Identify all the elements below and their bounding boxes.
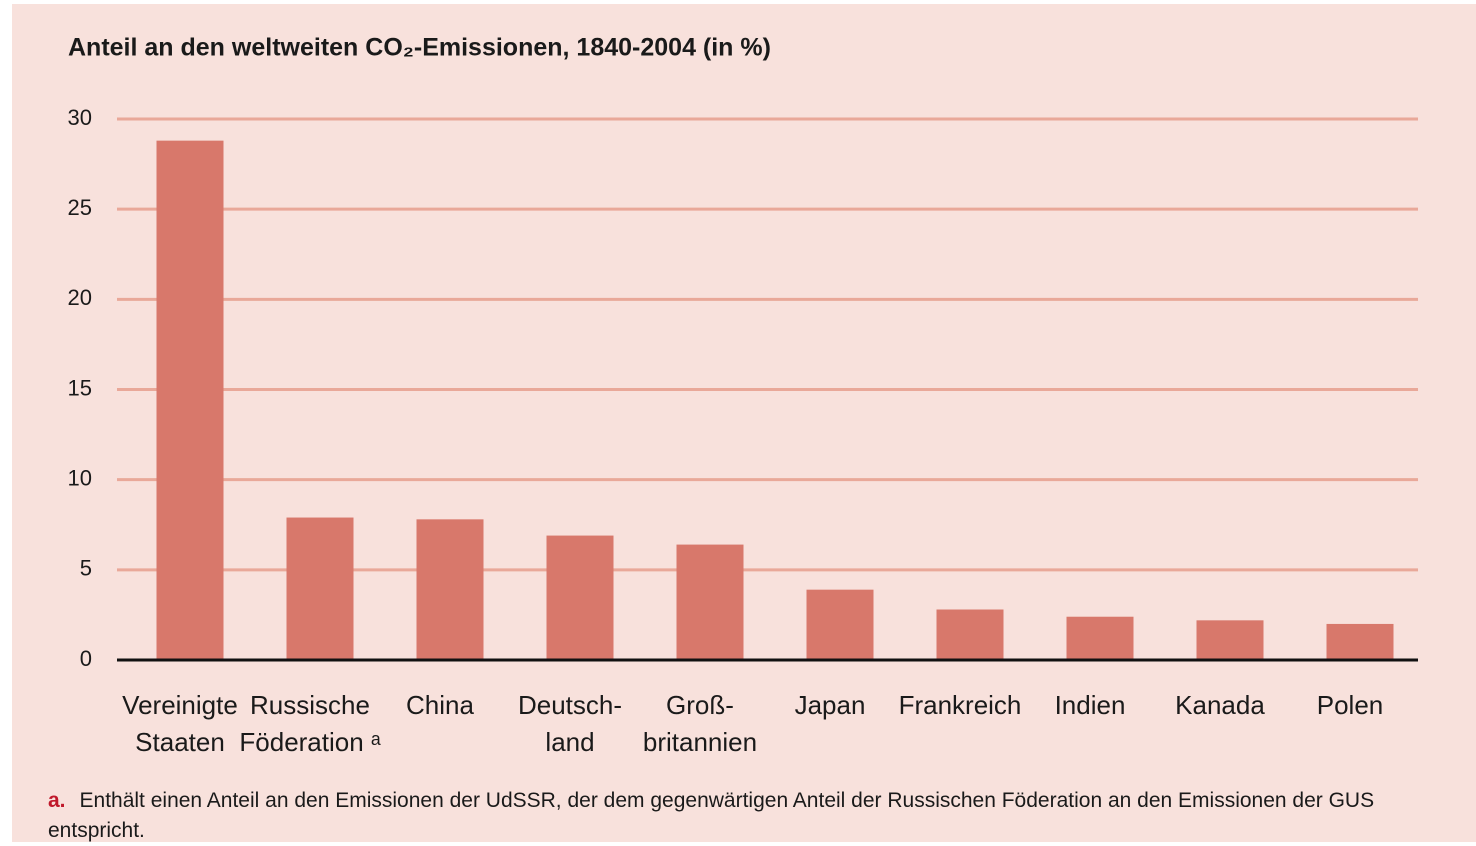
y-tick-label: 0 bbox=[80, 646, 92, 671]
y-tick-label: 20 bbox=[68, 285, 92, 310]
y-tick-label: 30 bbox=[68, 105, 92, 130]
bar bbox=[936, 609, 1004, 660]
panel bbox=[12, 4, 1476, 842]
x-tick-label: Frankreich bbox=[899, 690, 1022, 720]
bar bbox=[1326, 623, 1394, 660]
chart-title: Anteil an den weltweiten CO₂-Emissionen,… bbox=[68, 34, 771, 62]
x-tick-label: Deutsch- bbox=[518, 690, 622, 720]
footnote-text: Enthält einen Anteil an den Emissionen d… bbox=[48, 789, 1375, 842]
x-tick-label: Staaten bbox=[135, 727, 225, 757]
x-tick-label: Föderation ᵃ bbox=[239, 727, 381, 757]
y-tick-label: 10 bbox=[68, 465, 92, 490]
y-tick-label: 25 bbox=[68, 195, 92, 220]
y-tick-label: 15 bbox=[68, 375, 92, 400]
bar bbox=[156, 140, 224, 660]
x-tick-label: Polen bbox=[1317, 690, 1384, 720]
x-tick-label: Japan bbox=[795, 690, 866, 720]
bar bbox=[1196, 620, 1264, 660]
x-tick-label: China bbox=[406, 690, 474, 720]
x-tick-label: land bbox=[545, 727, 594, 757]
bar bbox=[286, 517, 354, 660]
x-tick-label: Indien bbox=[1055, 690, 1126, 720]
y-tick-label: 5 bbox=[80, 556, 92, 581]
bar bbox=[676, 544, 744, 660]
footnote: a. Enthält einen Anteil an den Emissionen… bbox=[48, 786, 1388, 846]
x-tick-label: Russische bbox=[250, 690, 370, 720]
bar bbox=[806, 589, 874, 660]
x-tick-label: Kanada bbox=[1175, 690, 1265, 720]
bar bbox=[546, 535, 614, 660]
bar bbox=[416, 519, 484, 660]
x-tick-label: Groß- bbox=[666, 690, 734, 720]
x-tick-label: britannien bbox=[643, 727, 757, 757]
bar bbox=[1066, 616, 1134, 660]
footnote-marker: a. bbox=[48, 789, 66, 812]
x-tick-label: Vereinigte bbox=[122, 690, 238, 720]
